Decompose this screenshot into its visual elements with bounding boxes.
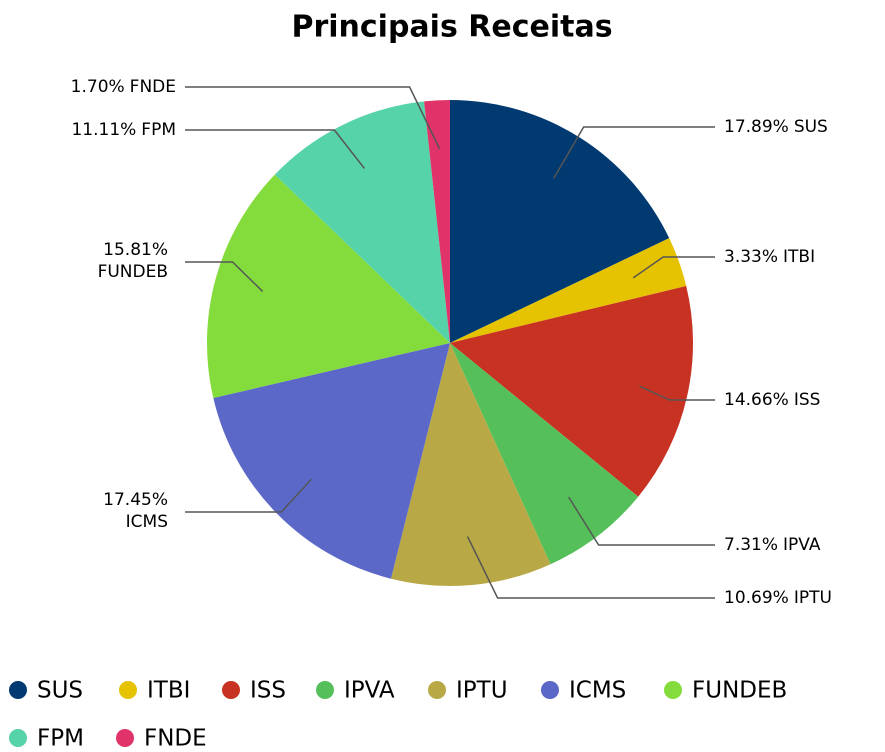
data-label: 1.70% FNDE <box>71 77 176 97</box>
legend-swatch <box>9 729 27 747</box>
data-label-name: FNDE <box>130 77 176 97</box>
legend-label: FUNDEB <box>692 678 787 704</box>
leader-line <box>185 261 264 292</box>
legend-swatch <box>316 681 334 699</box>
data-label-value: 14.66% <box>724 390 789 410</box>
data-label: 17.45% <box>103 490 168 510</box>
data-label-value: 10.69% <box>724 588 789 608</box>
data-label-name: ISS <box>794 390 821 410</box>
data-label-name: ITBI <box>783 247 815 267</box>
pie-slice <box>450 100 670 343</box>
legend-label: ICMS <box>569 678 626 704</box>
legend-label: ISS <box>250 678 286 704</box>
pie-slice <box>213 343 450 579</box>
legend-label: SUS <box>37 678 83 704</box>
data-label-name: IPTU <box>794 588 832 608</box>
legend-swatch <box>541 681 559 699</box>
data-label: 15.81% <box>103 240 168 260</box>
data-label: 17.89% SUS <box>724 117 828 137</box>
pie-slice <box>450 285 694 497</box>
pie-slice <box>274 101 450 343</box>
leader-line <box>185 86 441 150</box>
pie-slice <box>450 343 639 565</box>
leader-line <box>639 385 715 401</box>
pie-slice <box>424 100 450 343</box>
data-label: 14.66% ISS <box>724 390 820 410</box>
leader-line <box>552 126 715 179</box>
data-label: 7.31% IPVA <box>724 535 821 555</box>
legend-swatch <box>428 681 446 699</box>
data-label-name: SUS <box>794 117 828 137</box>
data-label-name: IPVA <box>783 535 821 555</box>
legend-swatch <box>119 681 137 699</box>
pie-slice <box>450 238 687 343</box>
data-label: 3.33% ITBI <box>724 247 815 267</box>
data-label-value: 11.11% <box>71 120 136 140</box>
pie-slice <box>390 343 551 586</box>
legend-label: ITBI <box>147 678 190 704</box>
data-label-value: 7.31% <box>724 535 778 555</box>
legend-label: FPM <box>37 726 84 752</box>
data-label: 11.11% FPM <box>71 120 176 140</box>
chart-title: Principais Receitas <box>291 10 612 45</box>
data-label: 10.69% IPTU <box>724 588 832 608</box>
leader-line <box>185 478 312 513</box>
leader-line <box>466 536 715 599</box>
data-label-value: 3.33% <box>724 247 778 267</box>
legend-swatch <box>116 729 134 747</box>
data-label-name: FUNDEB <box>98 262 168 282</box>
legend-label: FNDE <box>144 726 207 752</box>
legend-label: IPVA <box>344 678 395 704</box>
data-label-value: 1.70% <box>71 77 125 97</box>
legend-label: IPTU <box>456 678 508 704</box>
pie-slice <box>207 174 450 399</box>
legend-swatch <box>222 681 240 699</box>
legend-swatch <box>9 681 27 699</box>
leader-line <box>567 496 715 546</box>
data-label-name: ICMS <box>126 512 168 532</box>
data-label-value: 17.89% <box>724 117 789 137</box>
data-label-name: FPM <box>141 120 176 140</box>
leader-line <box>632 256 715 279</box>
legend-swatch <box>664 681 682 699</box>
leader-line <box>185 129 365 169</box>
